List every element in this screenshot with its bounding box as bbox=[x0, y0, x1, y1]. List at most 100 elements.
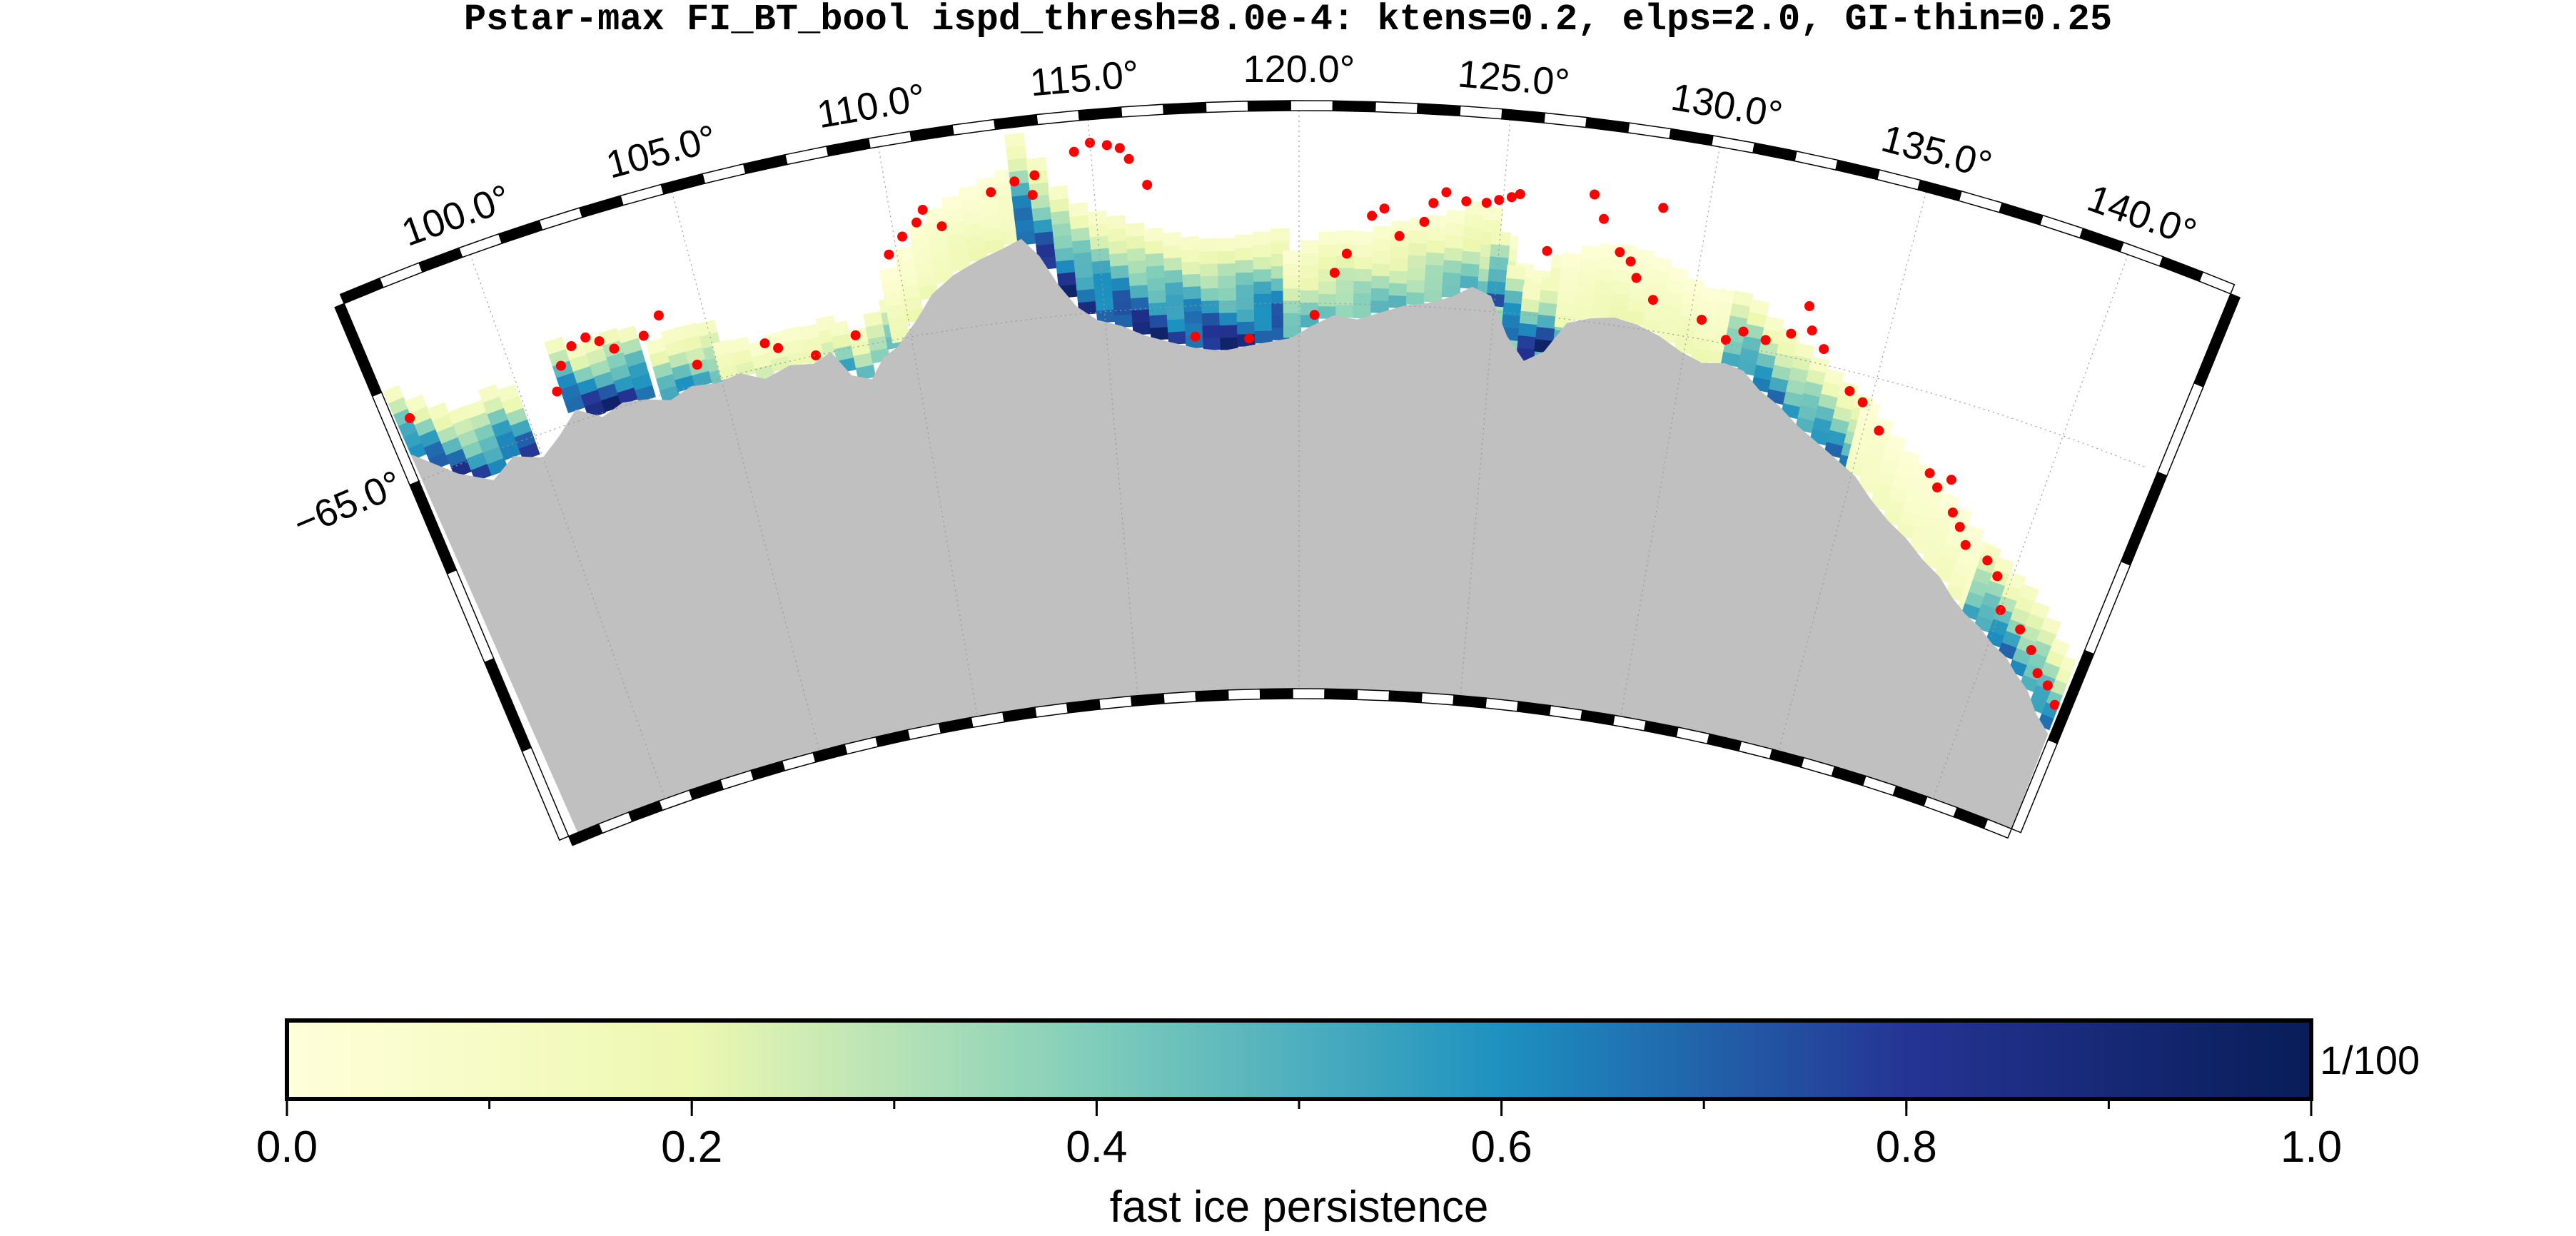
frame-segment bbox=[1983, 818, 2013, 839]
fast-ice-cell bbox=[1146, 277, 1166, 291]
grounded-iceberg-marker bbox=[1029, 170, 1040, 181]
grounded-iceberg-marker bbox=[1309, 310, 1320, 320]
grounded-iceberg-marker bbox=[1590, 189, 1600, 200]
fast-ice-cell bbox=[1462, 238, 1483, 253]
fast-ice-cell bbox=[1283, 300, 1302, 313]
fast-ice-cell bbox=[1106, 215, 1126, 230]
frame-segment bbox=[1247, 100, 1291, 112]
grounded-iceberg-marker bbox=[1932, 482, 1942, 493]
fast-ice-cell bbox=[1522, 285, 1542, 300]
grounded-iceberg-marker bbox=[1515, 189, 1525, 199]
colorbar-tick-label: 0.4 bbox=[1066, 1123, 1127, 1172]
grounded-iceberg-marker bbox=[1786, 328, 1797, 339]
grounded-iceberg-marker bbox=[1329, 268, 1340, 278]
fast-ice-cell bbox=[1300, 265, 1320, 278]
frame-segment bbox=[1290, 100, 1334, 112]
fast-ice-cell bbox=[1126, 247, 1147, 262]
grounded-iceberg-marker bbox=[1009, 176, 1020, 187]
fast-ice-cell bbox=[678, 322, 700, 340]
fast-ice-cell bbox=[1031, 206, 1052, 221]
fast-ice-cell bbox=[1149, 313, 1168, 328]
fast-ice-cell bbox=[1056, 258, 1076, 274]
frame-segment bbox=[1205, 100, 1249, 113]
fast-ice-cell bbox=[1128, 271, 1148, 286]
fast-ice-cell bbox=[712, 339, 733, 357]
fast-ice-cell bbox=[1425, 263, 1445, 278]
fast-ice-cell bbox=[1443, 259, 1463, 274]
fast-ice-cell bbox=[2049, 638, 2071, 657]
fast-ice-cell bbox=[1253, 243, 1272, 258]
grounded-iceberg-marker bbox=[1101, 140, 1112, 151]
fast-ice-cell bbox=[1218, 275, 1237, 289]
fast-ice-cell bbox=[544, 336, 567, 355]
fast-ice-cell bbox=[1180, 235, 1200, 250]
fast-ice-cell bbox=[404, 394, 428, 414]
meridian-line bbox=[470, 254, 666, 799]
grounded-iceberg-marker bbox=[1428, 198, 1439, 208]
fast-ice-cell bbox=[1809, 356, 1830, 374]
grounded-iceberg-marker bbox=[911, 217, 921, 228]
fast-ice-cell bbox=[1446, 210, 1466, 225]
grounded-iceberg-marker bbox=[1874, 425, 1884, 436]
fast-ice-cell bbox=[1519, 310, 1540, 325]
grounded-iceberg-marker bbox=[1142, 180, 1153, 190]
frame-segment bbox=[1324, 688, 1358, 701]
grounded-iceberg-marker bbox=[1807, 325, 1817, 336]
fast-ice-cell bbox=[1075, 275, 1096, 291]
longitude-label: 120.0° bbox=[1243, 48, 1355, 91]
fast-ice-cell bbox=[1181, 260, 1201, 275]
fast-ice-cell bbox=[1220, 336, 1238, 350]
fast-ice-cell bbox=[1087, 210, 1108, 226]
fast-ice-cell bbox=[1634, 248, 1655, 265]
fast-ice-cell bbox=[1535, 325, 1555, 341]
fast-ice-cell bbox=[1335, 304, 1354, 318]
fast-ice-cell bbox=[1283, 263, 1302, 277]
grounded-iceberg-marker bbox=[986, 187, 996, 198]
fast-ice-cell bbox=[1520, 298, 1540, 313]
frame-segment bbox=[1417, 103, 1461, 117]
frame-segment bbox=[1163, 101, 1207, 115]
fast-ice-cell bbox=[1070, 226, 1091, 242]
fast-ice-cell bbox=[1372, 250, 1392, 265]
frame-segment bbox=[1332, 100, 1376, 113]
fast-ice-cell bbox=[782, 326, 803, 343]
fast-ice-cell bbox=[1112, 288, 1132, 304]
fast-ice-cell bbox=[1483, 206, 1503, 221]
fast-ice-cell bbox=[1108, 252, 1129, 267]
fast-ice-cell bbox=[1505, 277, 1525, 293]
fast-ice-cell bbox=[1033, 218, 1054, 234]
fast-ice-cell bbox=[1147, 289, 1167, 304]
fast-ice-cell bbox=[829, 320, 850, 338]
fast-ice-cell bbox=[1235, 271, 1255, 285]
fast-ice-cell bbox=[1405, 291, 1425, 305]
fast-ice-cell bbox=[1318, 293, 1337, 307]
grounded-iceberg-marker bbox=[580, 332, 591, 343]
fast-ice-cell bbox=[1490, 231, 1511, 246]
colorbar-tick-label: 0.6 bbox=[1470, 1123, 1532, 1172]
fast-ice-cell bbox=[1129, 284, 1149, 299]
fast-ice-cell bbox=[1236, 296, 1255, 310]
fast-ice-cell bbox=[1408, 254, 1428, 269]
colorbar-tick-label: 1.0 bbox=[2280, 1123, 2342, 1172]
fast-ice-cell bbox=[1050, 210, 1071, 226]
fast-ice-cell bbox=[1318, 243, 1338, 258]
fast-ice-cell bbox=[1371, 275, 1390, 289]
fast-ice-cell bbox=[1048, 185, 1069, 201]
fast-ice-cell bbox=[1461, 250, 1482, 265]
fast-ice-cell bbox=[1111, 276, 1131, 292]
fast-ice-cell bbox=[1408, 242, 1428, 256]
fast-ice-cell bbox=[1252, 231, 1272, 245]
frame-segment bbox=[1259, 688, 1293, 700]
fast-ice-cell bbox=[1166, 318, 1186, 333]
fast-ice-cell bbox=[1036, 243, 1056, 258]
frame-segment bbox=[1130, 693, 1165, 707]
grounded-iceberg-marker bbox=[811, 350, 821, 360]
fast-ice-cell bbox=[1182, 273, 1201, 288]
fast-ice-cell bbox=[1216, 250, 1236, 264]
fast-ice-cell bbox=[1353, 293, 1372, 307]
fast-ice-cell bbox=[1460, 262, 1480, 278]
fast-ice-cell bbox=[1236, 308, 1256, 323]
fast-ice-cell bbox=[1373, 226, 1393, 240]
fast-ice-cell bbox=[729, 336, 751, 354]
fast-ice-cell bbox=[1749, 299, 1770, 316]
